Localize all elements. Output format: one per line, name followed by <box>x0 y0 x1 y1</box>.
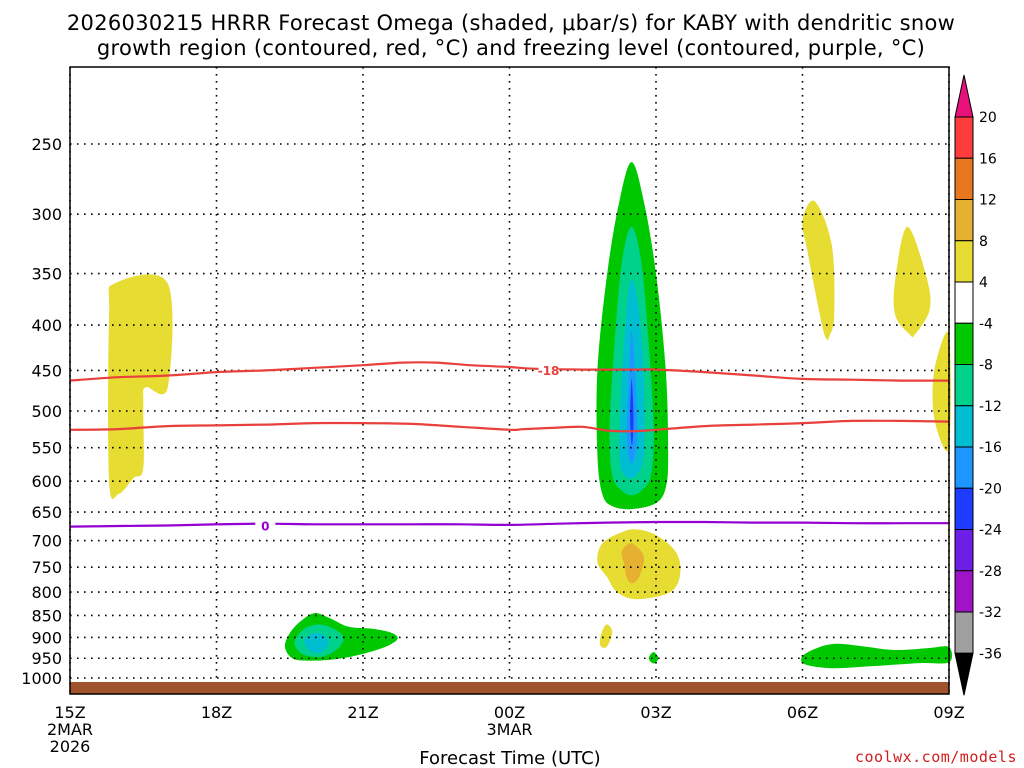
y-tick-label: 850 <box>31 606 62 625</box>
x-tick-label: 03Z <box>640 703 671 722</box>
x-axis-title: Forecast Time (UTC) <box>419 748 600 768</box>
y-tick-label: 250 <box>31 135 62 154</box>
colorbar-bin <box>954 611 974 654</box>
omega-colorbar: 20 16 12 8 4 -4 -8 -12 -16 -20 -24 -28 -32 -36 <box>954 74 1002 696</box>
colorbar-bin <box>954 446 974 489</box>
contour-label-dgz-upper: -18 <box>538 364 560 378</box>
colorbar-label: -24 <box>979 523 1002 539</box>
source-credit: coolwx.com/models <box>855 748 1017 766</box>
chart-title-line-2: growth region (contoured, red, °C) and f… <box>97 36 925 60</box>
omega-region-descent-left-4 <box>108 274 173 499</box>
y-axis-ticks: 250 300 350 400 450 500 550 600 650 700 750 800 850 9… <box>21 135 62 688</box>
colorbar-bin <box>954 199 974 242</box>
x-tick-label: 15Z <box>54 703 85 722</box>
omega-region-descent-upper-a-4 <box>802 200 835 341</box>
y-tick-label: 1000 <box>21 669 62 688</box>
colorbar-bin <box>954 405 974 448</box>
x-tick-label: 18Z <box>201 703 232 722</box>
x-tick-sublabel: 3MAR <box>486 720 532 739</box>
colorbar-label: -16 <box>979 440 1002 456</box>
colorbar-over-triangle <box>954 74 974 118</box>
x-tick-sublabel: 2MAR <box>47 720 93 739</box>
contour-label-bg <box>538 363 559 378</box>
colorbar-label: -4 <box>979 316 993 332</box>
y-tick-label: 300 <box>31 205 62 224</box>
colorbar-label: -20 <box>979 481 1002 497</box>
colorbar-label: 4 <box>979 275 988 291</box>
y-tick-label: 750 <box>31 558 62 577</box>
colorbar-label: 16 <box>979 151 997 167</box>
colorbar-bin <box>954 529 974 572</box>
colorbar-bin <box>954 364 974 407</box>
y-tick-label: 500 <box>31 402 62 421</box>
omega-region-ascent-core-20 <box>630 378 634 446</box>
colorbar-under-triangle <box>954 652 974 696</box>
contour-label-freezing-level: 0 <box>261 520 269 534</box>
x-tick-label: 00Z <box>494 703 525 722</box>
y-tick-label: 950 <box>31 649 62 668</box>
colorbar-bin <box>954 116 974 159</box>
colorbar-label: -28 <box>979 564 1002 580</box>
omega-region-descent-small-4 <box>599 624 613 649</box>
y-tick-label: 600 <box>31 472 62 491</box>
y-tick-label: 400 <box>31 316 62 335</box>
colorbar-bin <box>954 570 974 613</box>
colorbar-label: 20 <box>979 110 997 126</box>
y-tick-label: 550 <box>31 439 62 458</box>
plot-frame <box>69 66 950 695</box>
y-tick-label: 900 <box>31 628 62 647</box>
omega-shading-layer <box>108 162 953 669</box>
contour-dgz-upper <box>69 361 950 382</box>
x-tick-label: 21Z <box>347 703 378 722</box>
contour-layer: -18 0 <box>69 361 950 534</box>
y-tick-label: 350 <box>31 265 62 284</box>
plot-background <box>70 67 949 694</box>
colorbar-bin <box>954 240 974 283</box>
omega-region-ascent-right-4 <box>801 643 953 669</box>
contour-freezing-level <box>69 520 949 528</box>
surface-terrain-band <box>70 682 949 694</box>
y-tick-label: 650 <box>31 503 62 522</box>
colorbar-label: 12 <box>979 193 997 209</box>
colorbar-label: 8 <box>979 234 988 250</box>
x-tick-sublabel: 2026 <box>50 737 91 756</box>
chart-title-line-1: 2026030215 HRRR Forecast Omega (shaded, … <box>67 11 955 35</box>
omega-region-descent-mid-8 <box>621 543 645 584</box>
colorbar-bin <box>954 157 974 200</box>
contour-dgz-lower <box>69 419 950 433</box>
x-tick-label: 06Z <box>787 703 818 722</box>
colorbar-label: -8 <box>979 358 993 374</box>
omega-region-ascent-small-4 <box>648 652 659 664</box>
omega-region-descent-upper-b-4 <box>893 226 931 338</box>
colorbar-bin <box>954 487 974 530</box>
colorbar-label: -32 <box>979 605 1002 621</box>
y-tick-label: 800 <box>31 583 62 602</box>
y-tick-label: 450 <box>31 361 62 380</box>
y-tick-label: 700 <box>31 532 62 551</box>
colorbar-bin <box>954 281 974 324</box>
contour-label-bg <box>255 519 276 534</box>
x-tick-label: 09Z <box>933 703 964 722</box>
colorbar-label: -12 <box>979 399 1002 415</box>
colorbar-bin <box>954 322 974 365</box>
colorbar-label: -36 <box>979 646 1002 662</box>
